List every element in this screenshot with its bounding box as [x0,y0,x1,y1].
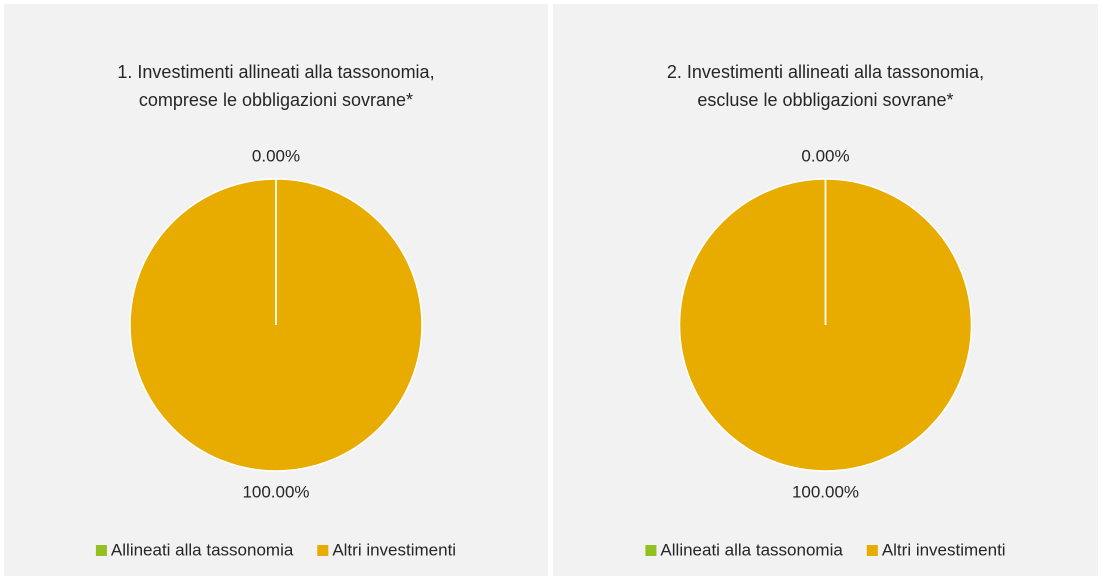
data-label: 100.00% [792,482,859,501]
legend-label: Altri investimenti [882,540,1006,559]
legend: Allineati alla tassonomia Altri investime… [95,540,456,559]
chart-title: comprese le obbligazioni sovrane* [139,90,413,110]
legend-swatch [866,545,878,556]
pie-chart: 2. Investimenti allineati alla tassonomi… [553,4,1098,576]
legend-label: Altri investimenti [332,540,456,559]
chart-title: 2. Investimenti allineati alla tassonomi… [667,62,984,82]
data-label: 100.00% [242,482,309,501]
legend: Allineati alla tassonomia Altri investime… [645,540,1006,559]
data-label: 0.00% [252,146,300,165]
legend-swatch [95,545,107,556]
data-label: 0.00% [801,146,849,165]
legend-label: Allineati alla tassonomia [111,540,294,559]
legend-label: Allineati alla tassonomia [660,540,843,559]
chart-title: escluse le obbligazioni sovrane* [697,90,953,110]
pie-chart: 1. Investimenti allineati alla tassonomi… [4,4,548,576]
legend-swatch [317,545,329,556]
legend-swatch [645,545,657,556]
chart-title: 1. Investimenti allineati alla tassonomi… [117,62,434,82]
